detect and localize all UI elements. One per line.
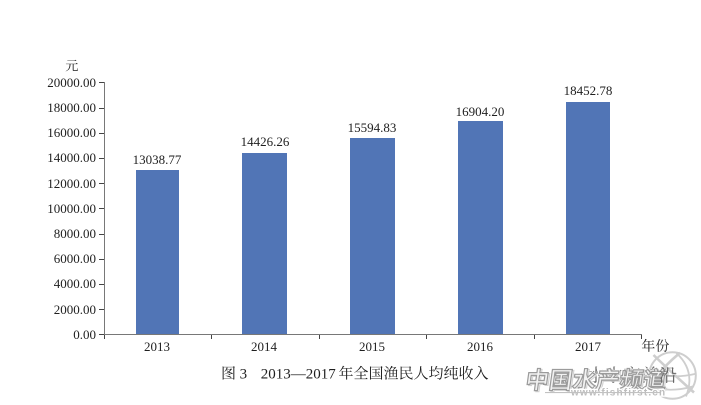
svg-text:3: 3 — [240, 367, 248, 383]
svg-text:2013—2017: 2013—2017 — [261, 367, 337, 383]
